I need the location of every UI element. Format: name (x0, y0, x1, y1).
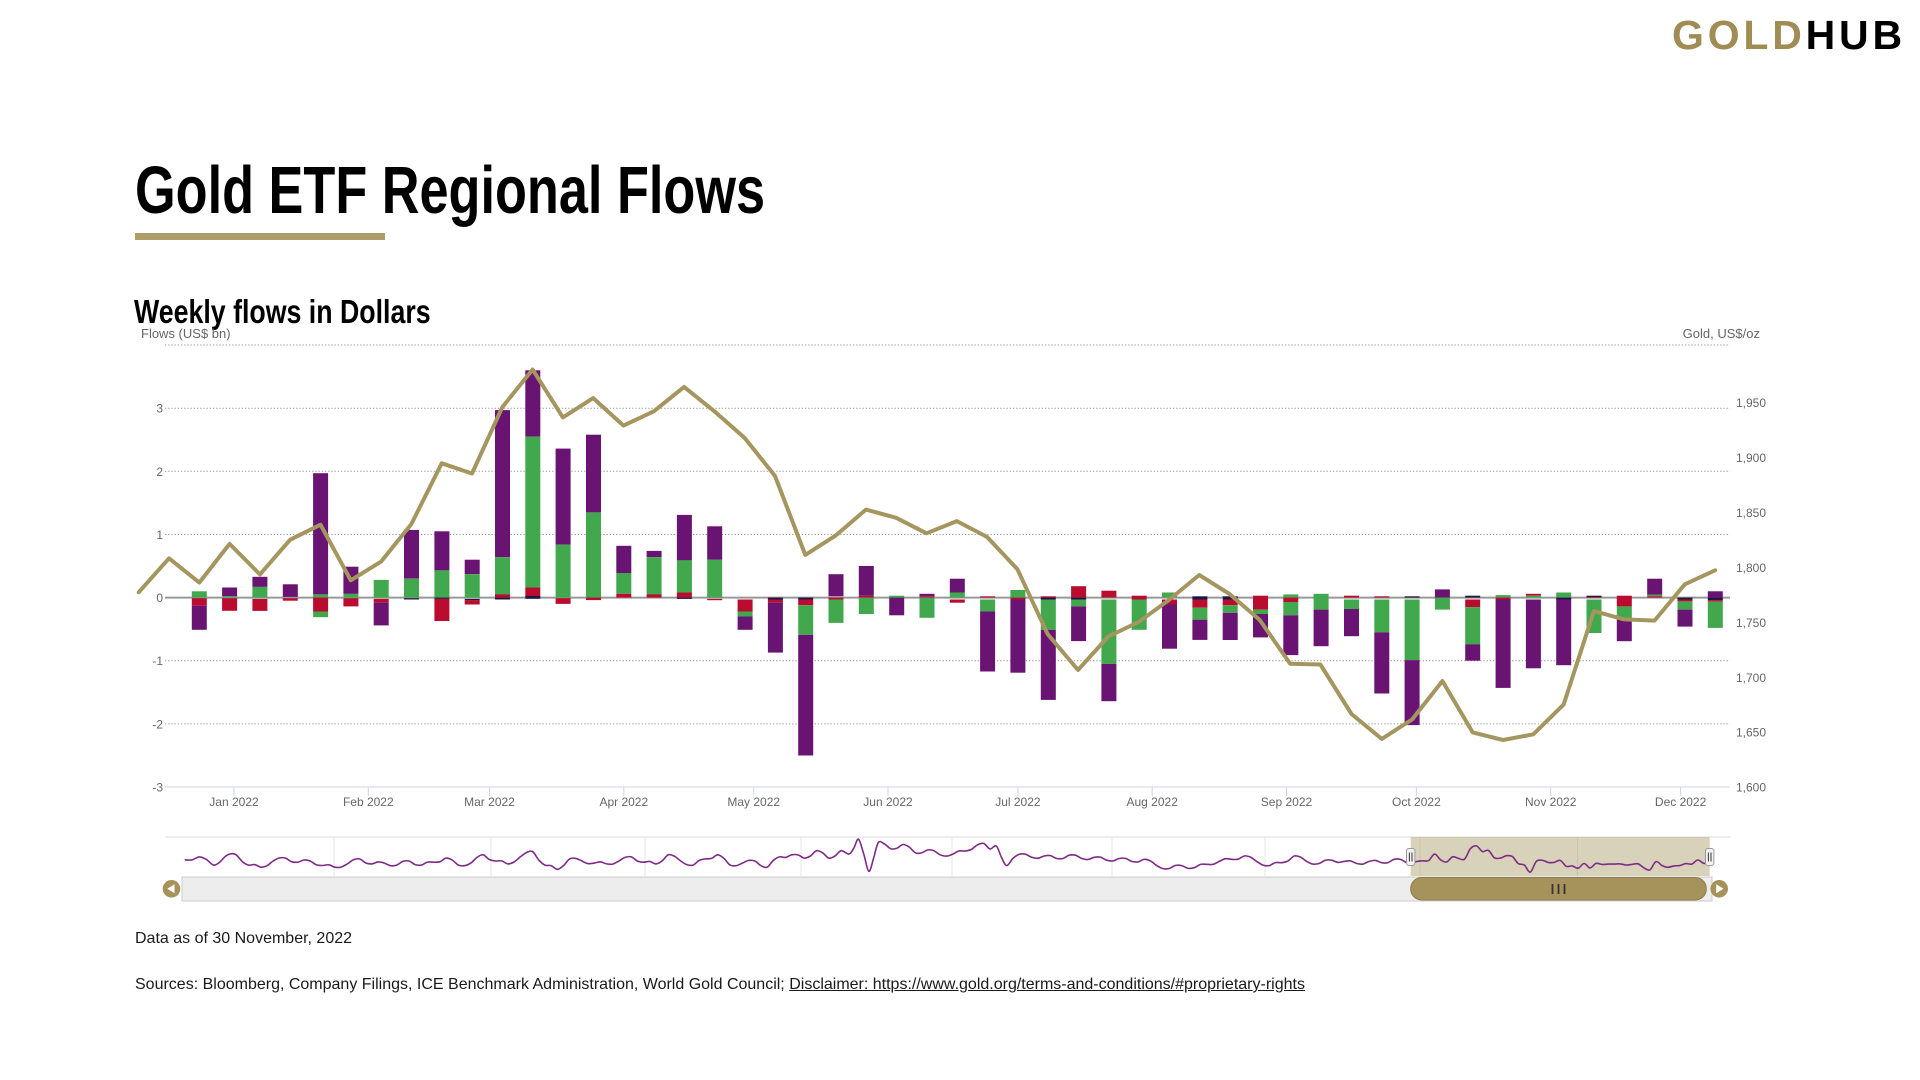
svg-text:Dec 2022: Dec 2022 (1655, 795, 1707, 809)
svg-text:1,950: 1,950 (1736, 396, 1766, 410)
svg-text:1,850: 1,850 (1736, 506, 1766, 520)
svg-text:-3: -3 (152, 781, 163, 795)
svg-text:1,750: 1,750 (1736, 616, 1766, 630)
svg-text:-1: -1 (152, 654, 163, 668)
svg-text:1,650: 1,650 (1736, 726, 1766, 740)
svg-text:May 2022: May 2022 (727, 795, 780, 809)
svg-text:Jan 2022: Jan 2022 (209, 795, 259, 809)
svg-text:Gold, US$/oz: Gold, US$/oz (1683, 326, 1760, 341)
svg-text:Feb 2022: Feb 2022 (343, 795, 394, 809)
svg-text:1,800: 1,800 (1736, 561, 1766, 575)
svg-text:Flows (US$ bn): Flows (US$ bn) (141, 326, 231, 341)
svg-text:1,600: 1,600 (1736, 781, 1766, 795)
svg-text:3: 3 (156, 402, 163, 416)
svg-text:1: 1 (156, 528, 163, 542)
svg-text:Jul 2022: Jul 2022 (995, 795, 1041, 809)
svg-text:Mar 2022: Mar 2022 (464, 795, 515, 809)
svg-text:-2: -2 (152, 717, 163, 731)
svg-text:Aug 2022: Aug 2022 (1127, 795, 1179, 809)
svg-text:1,700: 1,700 (1736, 671, 1766, 685)
svg-text:Nov 2022: Nov 2022 (1525, 795, 1577, 809)
svg-text:Oct 2022: Oct 2022 (1392, 795, 1441, 809)
svg-text:Jun 2022: Jun 2022 (863, 795, 913, 809)
svg-text:2: 2 (156, 465, 163, 479)
svg-text:Sep 2022: Sep 2022 (1261, 795, 1313, 809)
svg-text:Apr 2022: Apr 2022 (599, 795, 648, 809)
svg-text:0: 0 (156, 591, 163, 605)
svg-text:1,900: 1,900 (1736, 451, 1766, 465)
